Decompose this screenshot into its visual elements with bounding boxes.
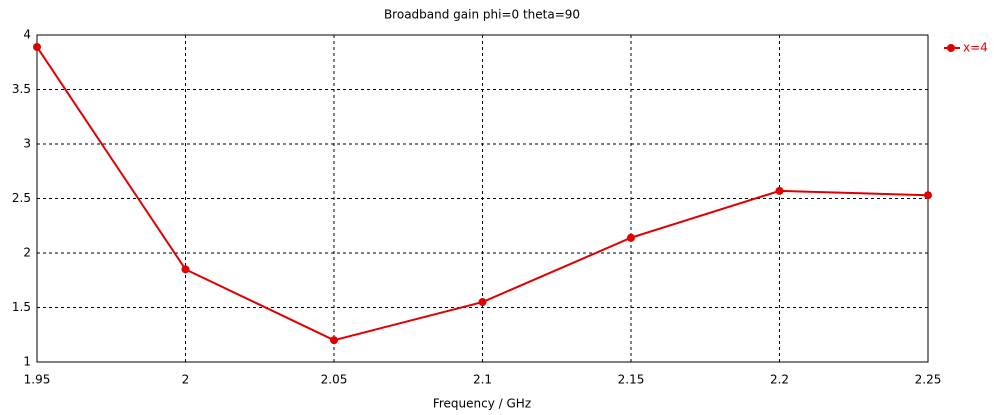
y-tick-label: 1.5	[12, 300, 31, 314]
x-tick-label: 2	[182, 373, 190, 387]
data-point	[181, 265, 190, 274]
x-tick-label: 2.1	[473, 373, 492, 387]
data-point	[924, 191, 932, 200]
y-tick-label: 3.5	[12, 82, 31, 96]
x-tick-label: 1.95	[24, 373, 51, 387]
x-tick-label: 2.25	[915, 373, 942, 387]
y-tick-label: 2	[23, 246, 31, 260]
y-tick-label: 4	[23, 28, 31, 42]
x-tick-label: 2.05	[321, 373, 348, 387]
legend-label: x=4	[963, 41, 988, 55]
x-tick-label: 2.2	[770, 373, 789, 387]
legend-marker	[947, 44, 955, 52]
data-point	[330, 336, 338, 345]
y-tick-label: 3	[23, 137, 31, 151]
x-tick-label: 2.15	[618, 373, 645, 387]
y-tick-label: 2.5	[12, 191, 31, 205]
y-tick-label: 1	[23, 355, 31, 369]
data-point	[775, 186, 784, 195]
data-point	[33, 42, 41, 51]
x-axis-label: Frequency / GHz	[433, 397, 531, 411]
chart-title: Broadband gain phi=0 theta=90	[384, 8, 580, 22]
data-point	[478, 298, 487, 307]
data-point	[627, 233, 635, 242]
